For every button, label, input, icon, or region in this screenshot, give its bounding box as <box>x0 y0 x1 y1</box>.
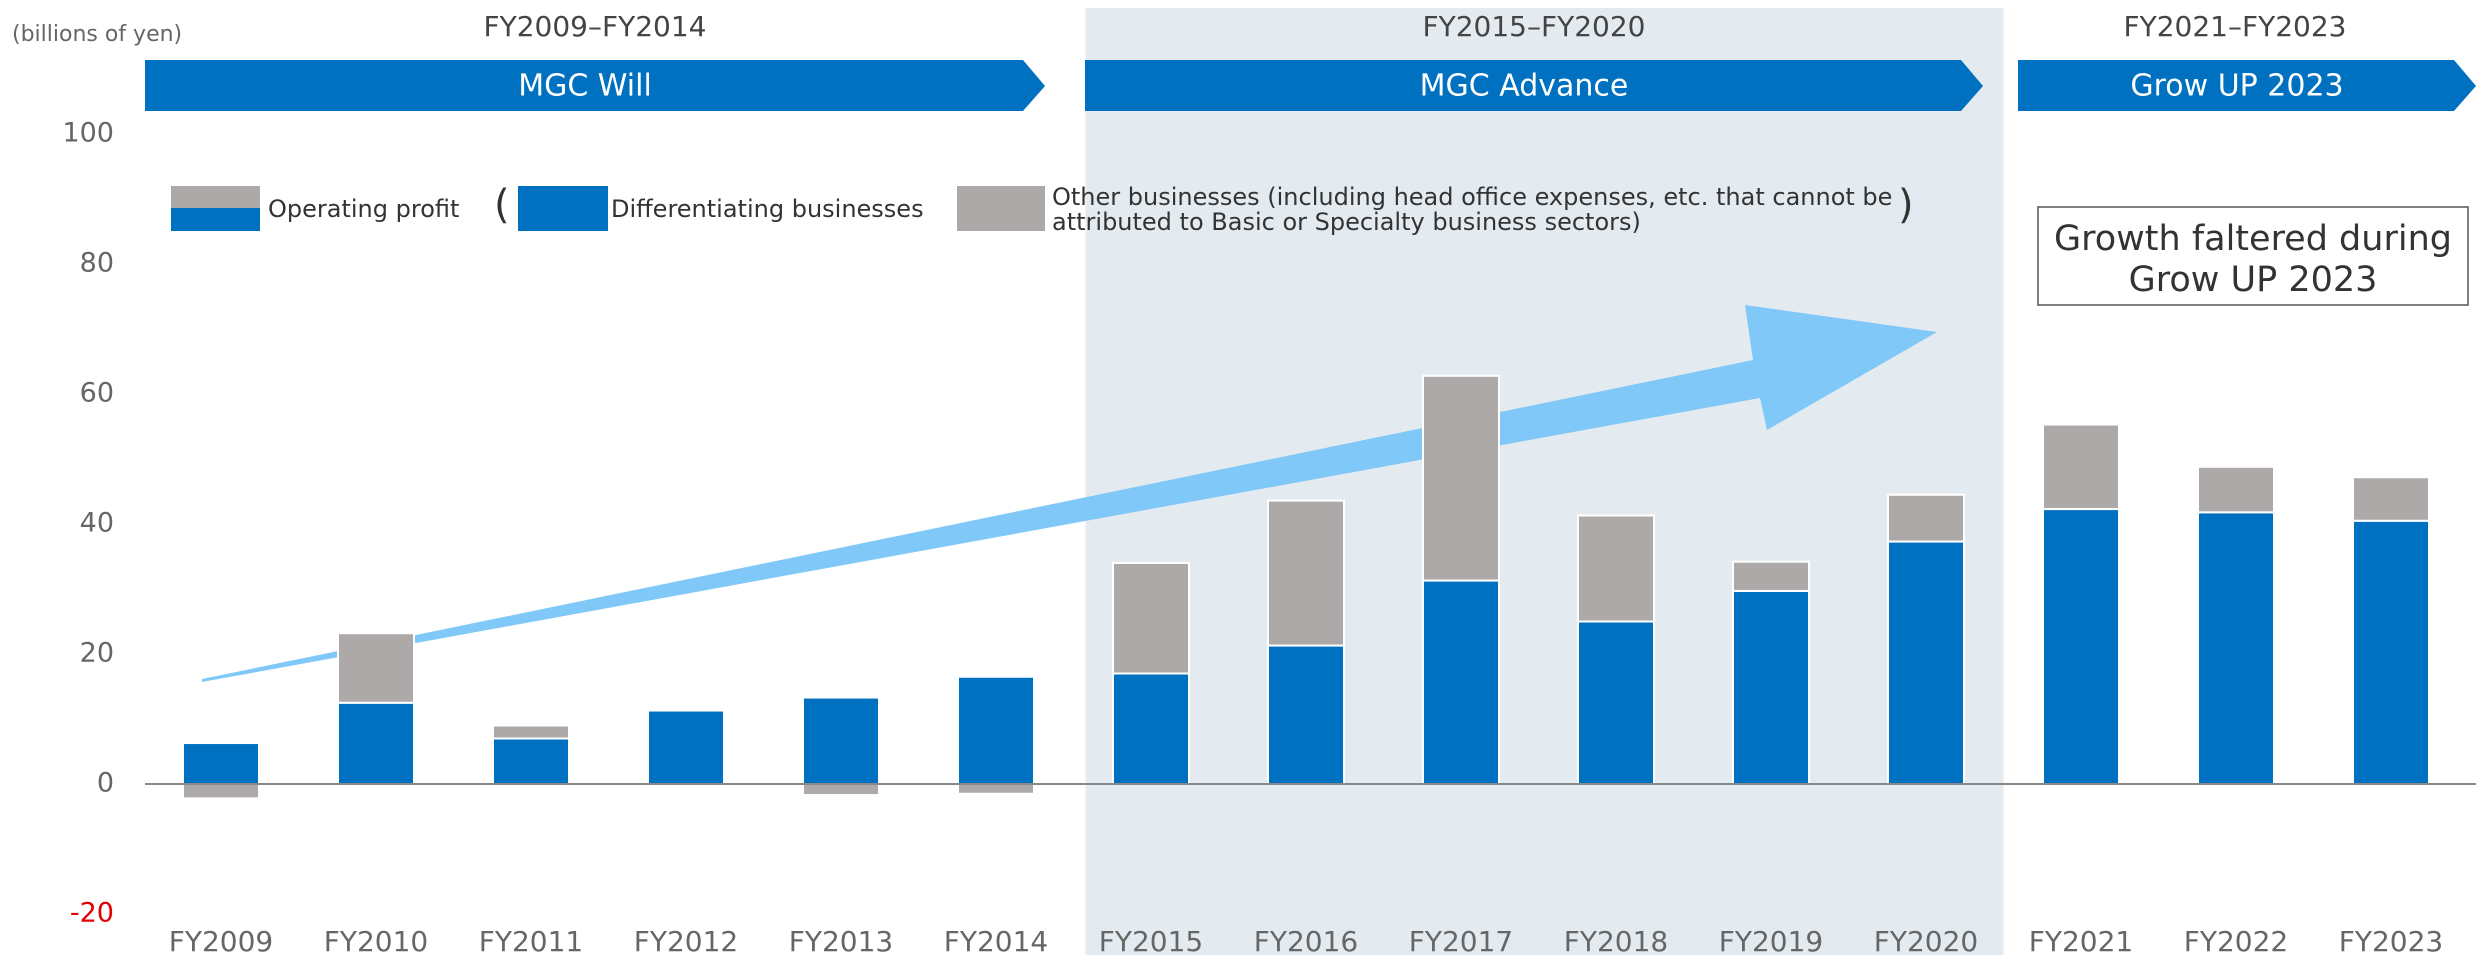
legend-bracket: ) <box>1898 182 1914 228</box>
phase-name: MGC Advance <box>1420 69 1629 104</box>
x-tick-label: FY2014 <box>944 925 1048 955</box>
bar-segment <box>1577 514 1655 623</box>
legend-swatch <box>518 186 608 231</box>
bar-segment <box>802 696 880 785</box>
bar-segment <box>182 742 260 785</box>
bar-segment <box>647 709 725 785</box>
bar-segment <box>1112 672 1190 785</box>
x-tick-label: FY2009 <box>169 925 273 955</box>
legend-entry: attributed to Basic or Specialty busines… <box>1052 208 1641 236</box>
bar-segment <box>957 675 1035 785</box>
bar-segment <box>1267 499 1345 647</box>
bar-segment <box>1887 493 1965 543</box>
unit-label: (billions of yen) <box>12 22 182 47</box>
phase-period: FY2021–FY2023 <box>2124 10 2347 43</box>
bar-segment <box>2352 476 2430 522</box>
phase-name: Grow UP 2023 <box>2130 69 2343 104</box>
bar-segment <box>802 783 880 797</box>
phase-banner <box>2018 60 2476 111</box>
bar-segment <box>337 632 415 704</box>
x-tick-label: FY2020 <box>1874 925 1978 955</box>
x-tick-label: FY2012 <box>634 925 738 955</box>
y-tick-label: 80 <box>80 248 114 279</box>
bar-segment <box>182 783 260 800</box>
x-tick-label: FY2017 <box>1409 925 1513 955</box>
phase-period: FY2009–FY2014 <box>484 10 707 43</box>
phase-name: MGC Will <box>518 69 652 104</box>
bar-segment <box>957 783 1035 795</box>
y-tick-label: -20 <box>70 898 114 929</box>
bar-segment <box>1422 374 1500 582</box>
x-tick-label: FY2018 <box>1564 925 1668 955</box>
x-tick-label: FY2016 <box>1254 925 1358 955</box>
bar-segment <box>1112 562 1190 675</box>
x-tick-label: FY2010 <box>324 925 428 955</box>
phase-banner <box>1085 60 1983 111</box>
bar-segment <box>1267 644 1345 785</box>
bar-segment <box>492 737 570 785</box>
bar-segment <box>2042 423 2120 511</box>
legend-swatch-other <box>171 186 260 208</box>
bar-segment <box>2197 465 2275 514</box>
phase-period: FY2015–FY2020 <box>1423 10 1646 43</box>
y-tick-label: 60 <box>80 378 114 409</box>
annotation-box <box>2037 206 2469 306</box>
x-tick-label: FY2015 <box>1099 925 1203 955</box>
y-tick-label: 20 <box>80 638 114 669</box>
x-tick-label: FY2021 <box>2029 925 2133 955</box>
bar-segment <box>2352 519 2430 785</box>
x-tick-label: FY2011 <box>479 925 583 955</box>
x-tick-label: FY2013 <box>789 925 893 955</box>
legend-swatch <box>957 186 1045 231</box>
bar-segment <box>1422 579 1500 785</box>
legend-entry: Differentiating businesses <box>611 195 924 223</box>
bar-segment <box>337 701 415 785</box>
bar-segment <box>1577 620 1655 785</box>
legend-entry: Other businesses (including head office … <box>1052 183 1892 211</box>
annotation: Growth faltered during <box>2054 219 2452 259</box>
phase-banner <box>145 60 1045 111</box>
x-tick-label: FY2022 <box>2184 925 2288 955</box>
x-tick-label: FY2023 <box>2339 925 2443 955</box>
bar-segment <box>1732 560 1810 592</box>
legend-swatch-diff <box>171 208 260 231</box>
y-tick-label: 40 <box>80 508 114 539</box>
bar-segment <box>1887 540 1965 785</box>
bar-segment <box>2197 511 2275 785</box>
legend-total: Operating profit <box>268 195 459 223</box>
x-tick-label: FY2019 <box>1719 925 1823 955</box>
y-tick-label: 0 <box>97 768 114 799</box>
bar-segment <box>492 724 570 740</box>
legend-bracket: ( <box>494 182 510 228</box>
bar-segment <box>1732 589 1810 786</box>
bar-segment <box>2042 508 2120 785</box>
y-tick-label: 100 <box>62 118 114 149</box>
annotation: Grow UP 2023 <box>2129 260 2378 300</box>
